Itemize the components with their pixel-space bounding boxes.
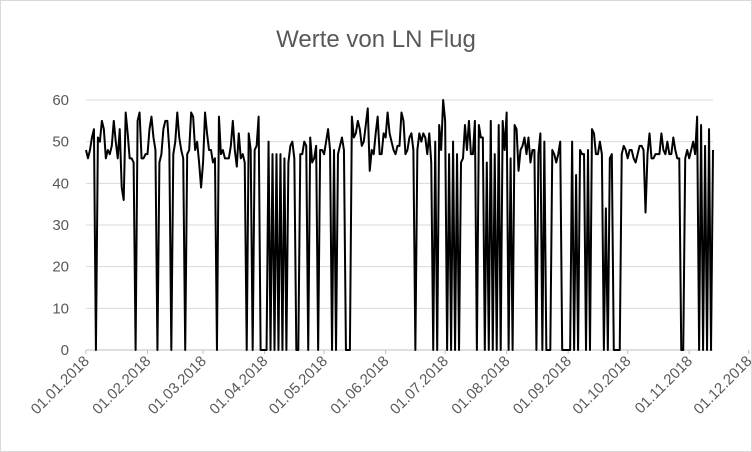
x-tick-label: 01.04.2018 — [206, 353, 271, 418]
chart-title: Werte von LN Flug — [276, 26, 476, 53]
x-tick-label: 01.10.2018 — [569, 353, 634, 418]
x-tick-label: 01.09.2018 — [510, 353, 575, 418]
series-line — [85, 99, 714, 351]
x-tick-label: 01.07.2018 — [387, 353, 452, 418]
x-tick-label: 01.08.2018 — [448, 353, 513, 418]
x-tick-labels: 01.01.201801.02.201801.03.201801.04.2018… — [28, 350, 751, 418]
y-tick-label: 10 — [52, 300, 69, 317]
y-tick-label: 50 — [52, 134, 69, 151]
x-tick-label: 01.06.2018 — [327, 353, 392, 418]
x-tick-label: 01.12.2018 — [690, 353, 751, 418]
x-tick-label: 01.03.2018 — [145, 353, 210, 418]
y-tick-label: 40 — [52, 175, 69, 192]
y-tick-label: 30 — [52, 217, 69, 234]
y-tick-label: 0 — [61, 342, 69, 359]
x-tick-label: 01.02.2018 — [89, 353, 154, 418]
x-tick-label: 01.05.2018 — [266, 353, 331, 418]
x-tick-label: 01.11.2018 — [632, 353, 696, 417]
x-tick-label: 01.01.2018 — [28, 353, 93, 418]
y-tick-labels: 0 10 20 30 40 50 60 — [52, 92, 69, 359]
y-tick-label: 60 — [52, 92, 69, 109]
y-tick-label: 20 — [52, 259, 69, 276]
